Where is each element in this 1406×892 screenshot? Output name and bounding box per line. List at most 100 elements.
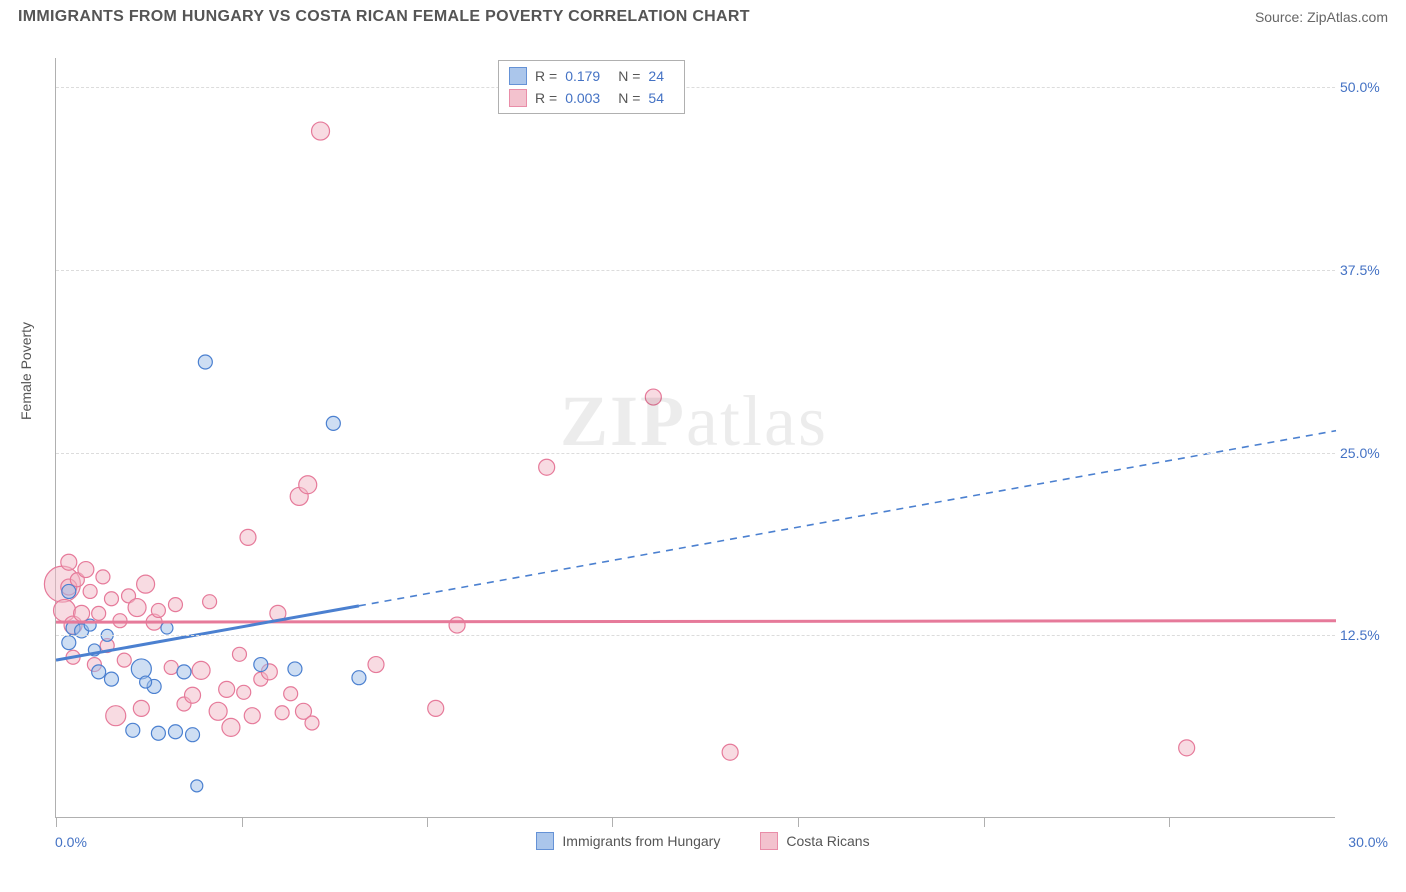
scatter-point — [61, 554, 77, 570]
scatter-point — [92, 665, 106, 679]
scatter-point — [449, 617, 465, 633]
scatter-point — [151, 726, 165, 740]
legend-label-hungary: Immigrants from Hungary — [562, 833, 720, 849]
scatter-point — [151, 603, 165, 617]
scatter-point — [74, 605, 90, 621]
x-tick — [56, 817, 57, 827]
n-value-hungary: 24 — [648, 65, 664, 87]
scatter-point — [240, 529, 256, 545]
chart-plot-area: 12.5%25.0%37.5%50.0% — [55, 58, 1335, 818]
scatter-point — [352, 671, 366, 685]
scatter-point — [237, 685, 251, 699]
scatter-point — [539, 459, 555, 475]
legend-row-hungary: R = 0.179 N = 24 — [509, 65, 674, 87]
x-tick — [798, 817, 799, 827]
gridline — [56, 635, 1335, 636]
x-tick — [427, 817, 428, 827]
scatter-point — [177, 665, 191, 679]
scatter-point — [104, 592, 118, 606]
scatter-point — [326, 416, 340, 430]
scatter-point — [92, 606, 106, 620]
scatter-point — [222, 718, 240, 736]
scatter-point — [645, 389, 661, 405]
swatch-costarica — [760, 832, 778, 850]
scatter-point — [117, 653, 131, 667]
gridline — [56, 453, 1335, 454]
source-name: ZipAtlas.com — [1307, 9, 1388, 25]
scatter-point — [168, 725, 182, 739]
legend-item-hungary: Immigrants from Hungary — [536, 832, 720, 850]
legend-label-costarica: Costa Ricans — [786, 833, 869, 849]
scatter-point — [62, 584, 76, 598]
scatter-svg — [56, 58, 1335, 817]
trend-line — [359, 431, 1336, 606]
n-label: N = — [618, 87, 640, 109]
scatter-point — [128, 599, 146, 617]
scatter-point — [284, 687, 298, 701]
scatter-point — [368, 657, 384, 673]
scatter-point — [722, 744, 738, 760]
source-label: Source: ZipAtlas.com — [1255, 9, 1388, 25]
scatter-point — [244, 708, 260, 724]
scatter-point — [131, 659, 151, 679]
scatter-point — [83, 584, 97, 598]
scatter-point — [1179, 740, 1195, 756]
scatter-point — [312, 122, 330, 140]
gridline — [56, 270, 1335, 271]
scatter-point — [305, 716, 319, 730]
scatter-point — [254, 658, 268, 672]
scatter-point — [198, 355, 212, 369]
x-min-label: 0.0% — [55, 834, 87, 850]
scatter-point — [164, 660, 178, 674]
scatter-point — [168, 598, 182, 612]
source-prefix: Source: — [1255, 9, 1307, 25]
series-legend: Immigrants from Hungary Costa Ricans — [0, 832, 1406, 850]
scatter-point — [161, 622, 173, 634]
y-tick-label: 25.0% — [1340, 445, 1395, 461]
n-label: N = — [618, 65, 640, 87]
scatter-point — [78, 562, 94, 578]
scatter-point — [186, 728, 200, 742]
scatter-point — [299, 476, 317, 494]
scatter-point — [192, 661, 210, 679]
r-label: R = — [535, 87, 557, 109]
scatter-point — [137, 575, 155, 593]
scatter-point — [191, 780, 203, 792]
scatter-point — [428, 700, 444, 716]
y-tick-label: 37.5% — [1340, 262, 1395, 278]
swatch-costarica — [509, 89, 527, 107]
legend-item-costarica: Costa Ricans — [760, 832, 869, 850]
scatter-point — [219, 681, 235, 697]
swatch-hungary — [509, 67, 527, 85]
y-tick-label: 12.5% — [1340, 627, 1395, 643]
r-value-costarica: 0.003 — [565, 87, 600, 109]
scatter-point — [133, 700, 149, 716]
r-label: R = — [535, 65, 557, 87]
scatter-point — [203, 595, 217, 609]
x-max-label: 30.0% — [1348, 834, 1388, 850]
scatter-point — [275, 706, 289, 720]
scatter-point — [126, 723, 140, 737]
scatter-point — [140, 676, 152, 688]
x-tick — [984, 817, 985, 827]
scatter-point — [209, 702, 227, 720]
scatter-point — [62, 636, 76, 650]
x-tick — [242, 817, 243, 827]
chart-title: IMMIGRANTS FROM HUNGARY VS COSTA RICAN F… — [18, 8, 750, 26]
correlation-legend: R = 0.179 N = 24 R = 0.003 N = 54 — [498, 60, 685, 114]
scatter-point — [185, 687, 201, 703]
scatter-point — [106, 706, 126, 726]
trend-line — [56, 621, 1336, 622]
gridline — [56, 87, 1335, 88]
x-tick — [1169, 817, 1170, 827]
scatter-point — [104, 672, 118, 686]
x-tick — [612, 817, 613, 827]
swatch-hungary — [536, 832, 554, 850]
n-value-costarica: 54 — [648, 87, 664, 109]
scatter-point — [96, 570, 110, 584]
scatter-point — [232, 647, 246, 661]
r-value-hungary: 0.179 — [565, 65, 600, 87]
y-axis-label: Female Poverty — [18, 322, 34, 420]
scatter-point — [288, 662, 302, 676]
y-tick-label: 50.0% — [1340, 79, 1395, 95]
